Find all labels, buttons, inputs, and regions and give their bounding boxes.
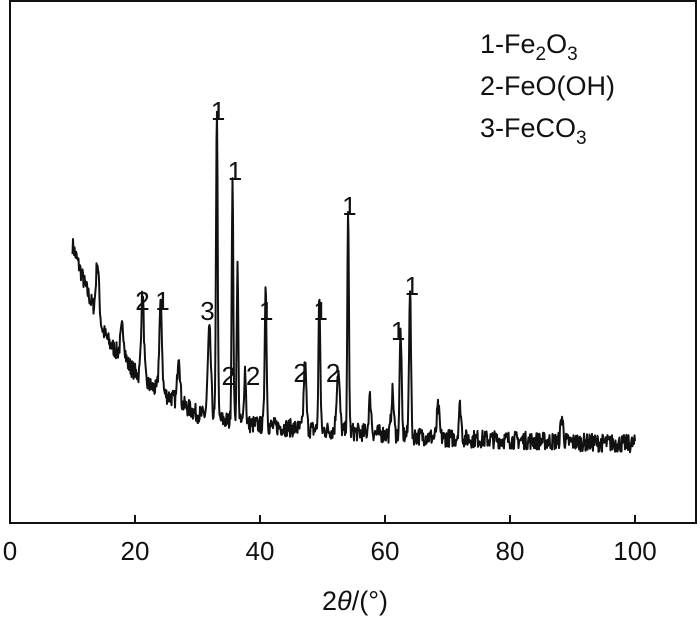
x-tick-label: 40 bbox=[246, 536, 275, 566]
peak-label: 2 bbox=[293, 358, 307, 388]
peak-label: 1 bbox=[259, 296, 273, 326]
legend-entry-text: 1-Fe bbox=[480, 29, 536, 59]
peak-label: 1 bbox=[391, 316, 405, 346]
x-tick-label: 80 bbox=[496, 536, 525, 566]
peak-label: 1 bbox=[313, 296, 327, 326]
x-axis-label: 2θ/(°) bbox=[322, 586, 388, 616]
legend-subscript: 3 bbox=[567, 44, 578, 65]
peak-label: 1 bbox=[228, 156, 242, 186]
legend-entry: 2-FeO(OH) bbox=[480, 71, 615, 101]
legend-entry: 3-FeCO3 bbox=[480, 113, 587, 149]
x-axis-ticks bbox=[9, 515, 636, 523]
peak-label: 2 bbox=[222, 361, 236, 391]
peak-label: 2 bbox=[246, 361, 260, 391]
peak-label: 1 bbox=[342, 191, 356, 221]
legend-entry-text: 2-FeO(OH) bbox=[480, 71, 615, 101]
peak-label: 2 bbox=[135, 286, 149, 316]
peak-label: 1 bbox=[155, 286, 169, 316]
legend-subscript: 2 bbox=[536, 44, 547, 65]
legend-entry-text: 3-FeCO bbox=[480, 113, 576, 143]
peak-label: 3 bbox=[200, 296, 214, 326]
legend-subscript: 3 bbox=[576, 128, 587, 149]
x-axis-tick-labels: 0 20 40 60 80 100 bbox=[3, 536, 657, 566]
peak-label: 1 bbox=[211, 96, 225, 126]
x-tick-label: 100 bbox=[613, 536, 656, 566]
x-tick-label: 0 bbox=[3, 536, 17, 566]
legend-entry-text: O bbox=[546, 29, 567, 59]
plot-frame bbox=[9, 0, 697, 524]
peak-label: 2 bbox=[326, 358, 340, 388]
diffraction-pattern-line bbox=[71, 110, 636, 454]
peak-label: 1 bbox=[405, 271, 419, 301]
x-tick-label: 20 bbox=[121, 536, 150, 566]
legend-entry: 1-Fe2O3 bbox=[480, 29, 578, 65]
x-tick-label: 60 bbox=[371, 536, 400, 566]
